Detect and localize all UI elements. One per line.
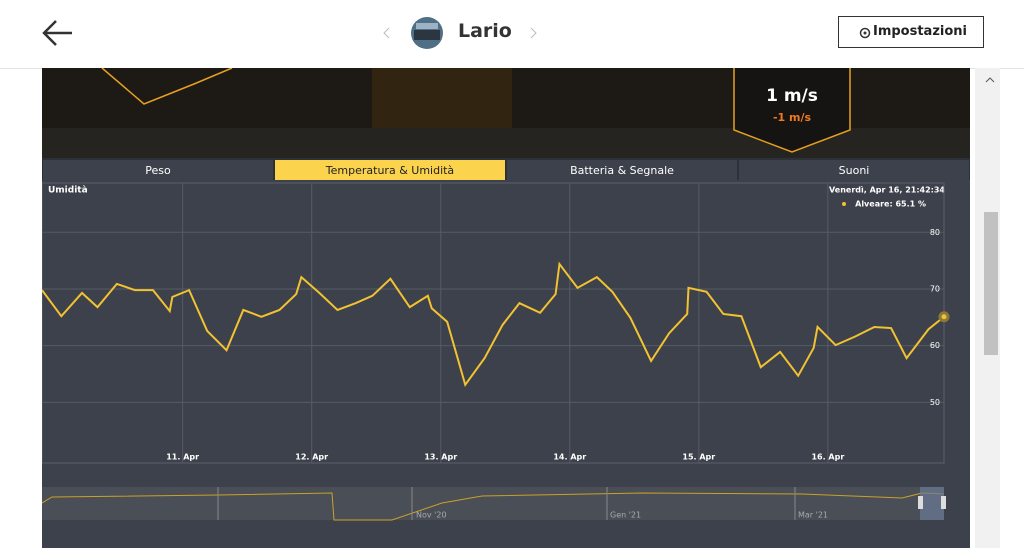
- y-tick-label: 60: [930, 341, 940, 350]
- navigator[interactable]: [42, 487, 944, 520]
- x-tick-label: 16. Apr: [811, 453, 844, 462]
- navigator-label: Nov '20: [416, 511, 447, 520]
- navigator-label: Gen '21: [610, 511, 641, 520]
- tab-label: Batteria & Segnale: [570, 164, 674, 177]
- banner-value: 1 m/s: [766, 86, 818, 106]
- navigator-handle[interactable]: [941, 496, 946, 509]
- header: Lario Impostazioni: [0, 0, 1024, 69]
- y-tick-label: 50: [930, 398, 940, 407]
- tab-label: Temperatura & Umidità: [325, 164, 454, 177]
- scroll-up[interactable]: [975, 70, 1000, 90]
- scrollbar[interactable]: [975, 68, 1000, 548]
- x-tick-label: 11. Apr: [166, 453, 199, 462]
- tab[interactable]: [275, 160, 505, 180]
- avatar: [411, 17, 443, 49]
- tab-label: Peso: [145, 164, 171, 177]
- tab-label: Suoni: [839, 164, 870, 177]
- y-tick-label: 70: [930, 284, 940, 293]
- tab[interactable]: [507, 160, 737, 180]
- x-tick-label: 13. Apr: [424, 453, 457, 462]
- chart-title: Umidità: [48, 186, 88, 196]
- navigator-handle[interactable]: [918, 496, 923, 509]
- tooltip-text: Alveare: 65.1 %: [855, 200, 926, 209]
- banner-delta: -1 m/s: [773, 111, 812, 124]
- y-tick-label: 80: [930, 228, 940, 237]
- tab[interactable]: [43, 160, 273, 180]
- series-line: [42, 261, 945, 388]
- hive-name: Lario: [458, 20, 512, 42]
- x-tick-label: 15. Apr: [682, 453, 715, 462]
- tooltip-dot: [842, 202, 846, 206]
- prev[interactable]: [382, 26, 392, 40]
- chart: Umidità Venerdì, Apr 16, 21:42:34 Alvear…: [42, 158, 970, 548]
- plot-area: [42, 182, 945, 464]
- back-arrow[interactable]: [40, 18, 80, 48]
- scroll-thumb[interactable]: [984, 212, 998, 355]
- tooltip-date: Venerdì, Apr 16, 21:42:34: [829, 186, 945, 195]
- navigator-window[interactable]: [920, 487, 944, 520]
- settings-label: Impostazioni: [872, 24, 967, 39]
- gear-icon: [859, 27, 871, 39]
- banner: 1 m/s -1 m/s: [42, 68, 970, 160]
- next[interactable]: [528, 26, 538, 40]
- hover-point: [938, 311, 950, 323]
- navigator-label: Mar '21: [798, 511, 828, 520]
- tab[interactable]: [739, 160, 969, 180]
- x-tick-label: 14. Apr: [553, 453, 586, 462]
- x-tick-label: 12. Apr: [295, 453, 328, 462]
- settings-button[interactable]: Impostazioni: [838, 16, 984, 48]
